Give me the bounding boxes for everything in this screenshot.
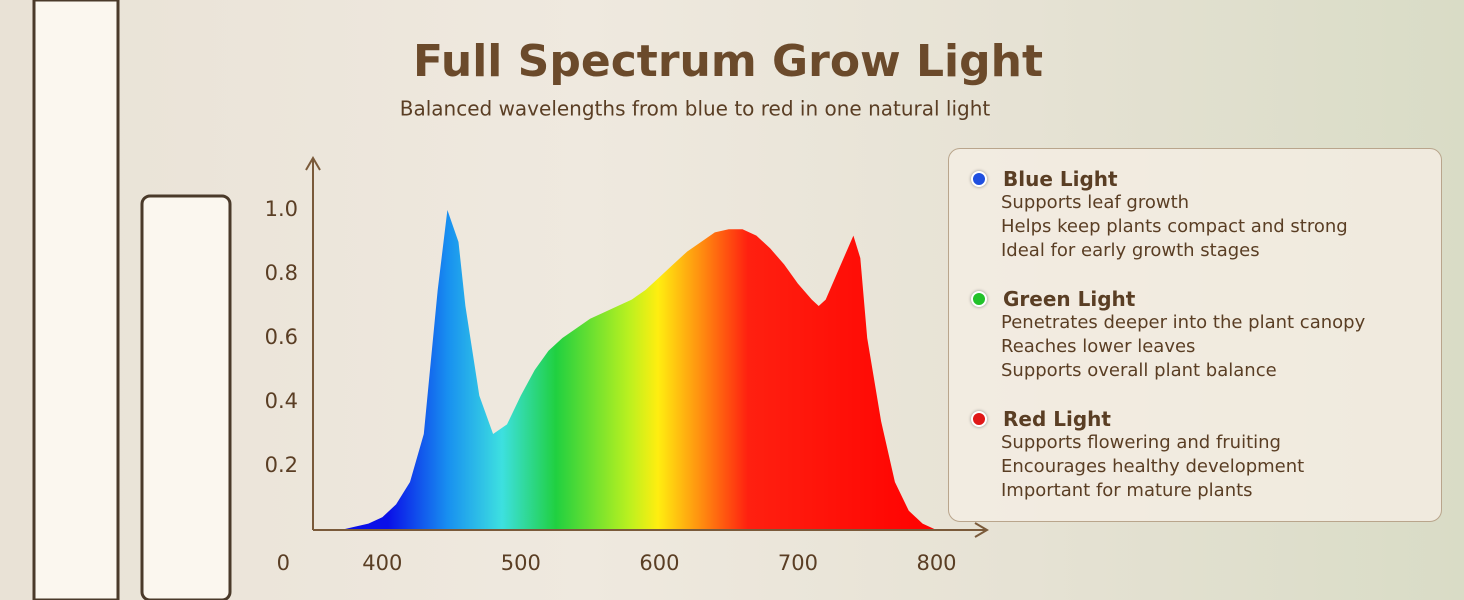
spectrum-area bbox=[340, 210, 937, 530]
info-line: Supports flowering and fruiting bbox=[1001, 432, 1281, 453]
x-tick-label: 400 bbox=[362, 551, 402, 575]
x-tick-label: 600 bbox=[639, 551, 679, 575]
light-bar bbox=[32, 0, 120, 600]
y-tick-label: 1.0 bbox=[265, 197, 298, 221]
info-panel: Blue Light Supports leaf growth Helps keep… bbox=[948, 148, 1442, 522]
info-item: Red Light Supports flowering and fruiting… bbox=[971, 407, 1441, 503]
y-tick-label: 0.8 bbox=[265, 261, 298, 285]
x-tick-label: 500 bbox=[501, 551, 541, 575]
info-line: Reaches lower leaves bbox=[1001, 336, 1196, 357]
x-tick-label: 800 bbox=[916, 551, 956, 575]
chart-title: Full Spectrum Grow Light bbox=[413, 36, 1043, 87]
info-line: Helps keep plants compact and strong bbox=[1001, 216, 1348, 237]
chart-subtitle: Balanced wavelengths from blue to red in… bbox=[400, 97, 991, 121]
y-tick-label: 0.6 bbox=[265, 325, 298, 349]
info-line: Supports leaf growth bbox=[1001, 192, 1190, 213]
light-bar bbox=[140, 194, 232, 600]
info-line: Important for mature plants bbox=[1001, 480, 1253, 501]
info-line: Encourages healthy development bbox=[1001, 456, 1305, 477]
y-tick-label: 0.2 bbox=[265, 453, 298, 477]
y-tick-label: 0 bbox=[277, 551, 290, 575]
info-line: Ideal for early growth stages bbox=[1001, 240, 1260, 261]
y-axis-arrow bbox=[305, 156, 321, 171]
info-line: Penetrates deeper into the plant canopy bbox=[1001, 312, 1366, 333]
info-title-text: Red Light bbox=[1003, 407, 1111, 431]
color-dot bbox=[971, 291, 987, 307]
color-dot bbox=[971, 171, 987, 187]
info-title-text: Green Light bbox=[1003, 287, 1136, 311]
info-line: Supports overall plant balance bbox=[1001, 360, 1277, 381]
info-item: Blue Light Supports leaf growth Helps keep… bbox=[971, 167, 1441, 263]
x-axis-arrow bbox=[974, 522, 989, 538]
info-title: Red Light bbox=[971, 407, 1441, 431]
info-title: Green Light bbox=[971, 287, 1441, 311]
x-tick-label: 700 bbox=[778, 551, 818, 575]
info-title: Blue Light bbox=[971, 167, 1441, 191]
color-dot bbox=[971, 411, 987, 427]
y-tick-label: 0.4 bbox=[265, 389, 298, 413]
info-title-text: Blue Light bbox=[1003, 167, 1118, 191]
info-item: Green Light Penetrates deeper into the pl… bbox=[971, 287, 1441, 383]
